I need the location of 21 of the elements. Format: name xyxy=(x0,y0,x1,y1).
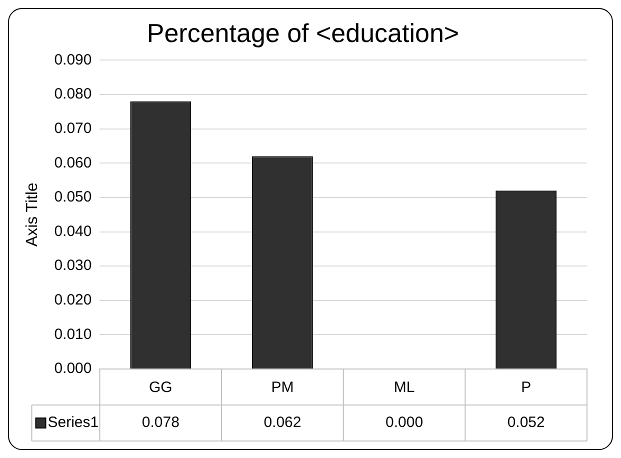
data-label: 0.000 xyxy=(386,414,424,432)
data-label: 0.062 xyxy=(264,414,302,432)
data-label: 0.052 xyxy=(507,414,545,432)
y-tick-label: 0.080 xyxy=(54,86,92,103)
y-tick-label: 0.020 xyxy=(54,292,92,309)
legend-label: Series1 xyxy=(48,414,99,432)
x-tick-label: GG xyxy=(148,379,172,396)
y-tick-label: 0.040 xyxy=(54,222,92,240)
y-tick-label: 0.030 xyxy=(54,257,92,274)
chart-title: Percentage of <education> xyxy=(146,18,460,48)
y-tick-label: 0.050 xyxy=(54,188,92,206)
y-tick-label: 0.000 xyxy=(54,360,92,378)
y-tick-label: 0.060 xyxy=(54,154,92,172)
x-tick-label: P xyxy=(521,379,532,396)
y-tick-label: 0.070 xyxy=(54,120,92,137)
y-tick-label: 0.090 xyxy=(54,51,92,68)
data-label: 0.078 xyxy=(142,414,180,432)
y-tick-label: 0.010 xyxy=(54,326,92,343)
x-tick-label: PM xyxy=(271,379,294,396)
x-tick-label: ML xyxy=(394,379,415,396)
y-axis-title: Axis Title xyxy=(24,182,42,247)
